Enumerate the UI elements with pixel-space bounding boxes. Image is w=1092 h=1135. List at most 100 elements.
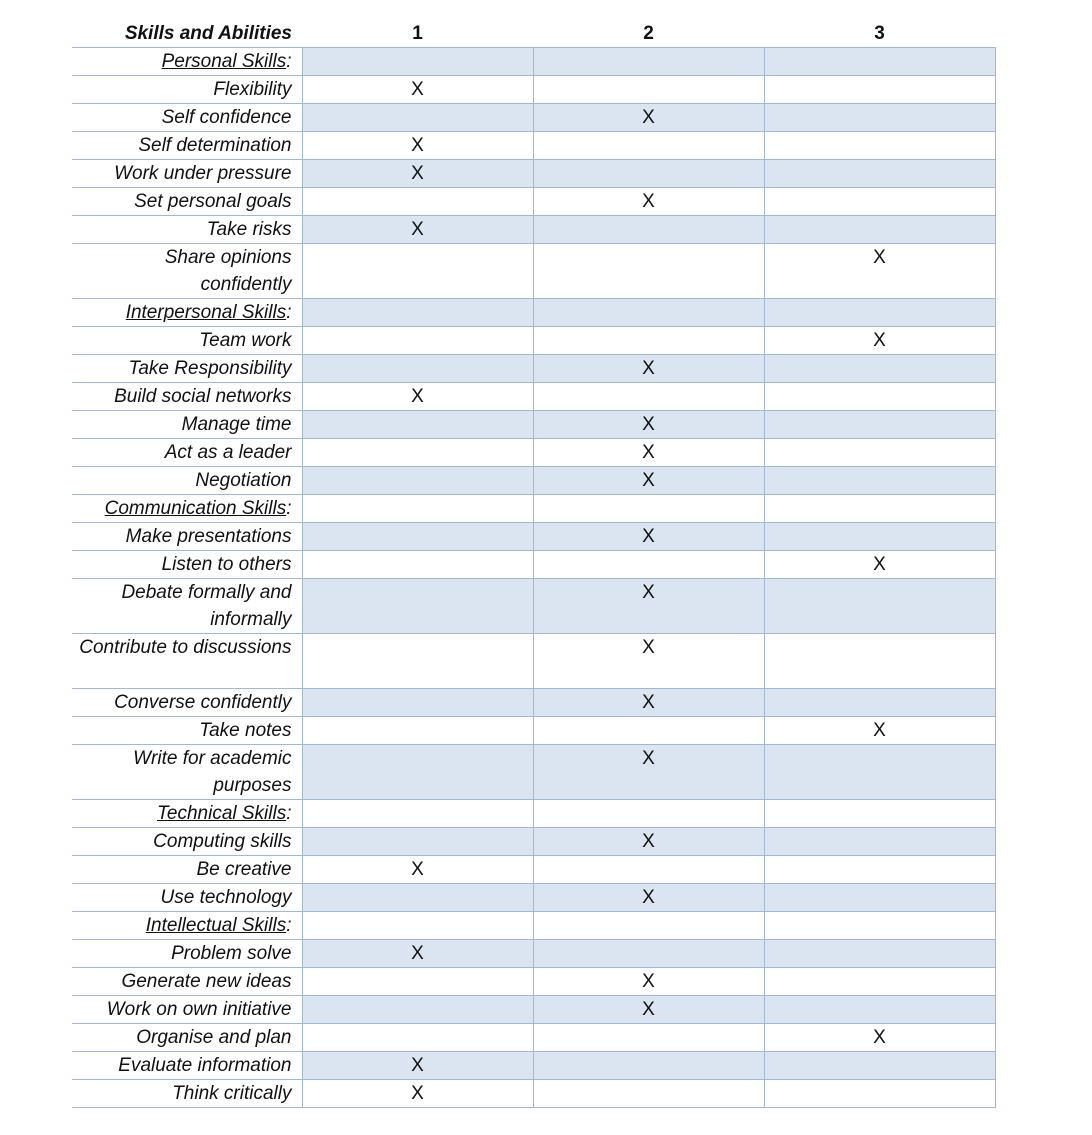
rating-cell-2: X <box>532 103 765 132</box>
rating-cell-1 <box>301 243 534 299</box>
rating-cell-2: X <box>532 827 765 856</box>
rating-cell-2: X <box>532 995 765 1024</box>
header-column-1: 1 <box>302 20 533 48</box>
rating-cell-2 <box>532 716 765 745</box>
rating-cell-2: X <box>532 522 765 551</box>
skill-label: Take risks <box>72 215 302 244</box>
rating-cell-2: X <box>532 466 765 495</box>
rating-cell-2 <box>532 855 765 884</box>
rating-cell-1 <box>301 298 534 327</box>
category-label: Technical Skills: <box>72 799 302 828</box>
category-label: Interpersonal Skills: <box>72 298 302 327</box>
header-skills-and-abilities: Skills and Abilities <box>72 20 302 48</box>
skill-label: Build social networks <box>72 382 302 411</box>
skill-label: Take Responsibility <box>72 354 302 383</box>
rating-cell-1 <box>301 827 534 856</box>
table-row: Listen to others X <box>72 550 996 579</box>
skill-label: Be creative <box>72 855 302 884</box>
skill-label: Listen to others <box>72 550 302 579</box>
rating-cell-1 <box>301 47 534 76</box>
category-label: Communication Skills: <box>72 494 302 523</box>
table-row: Team work X <box>72 326 996 355</box>
table-row: Set personal goals X <box>72 187 996 216</box>
rating-cell-1: X <box>301 382 534 411</box>
rating-cell-3 <box>763 967 996 996</box>
rating-cell-1 <box>301 550 534 579</box>
rating-cell-3: X <box>763 326 996 355</box>
skill-label: Generate new ideas <box>72 967 302 996</box>
skill-label: Problem solve <box>72 939 302 968</box>
table-row: Use technology X <box>72 883 996 912</box>
skill-label: Use technology <box>72 883 302 912</box>
rating-cell-3 <box>763 410 996 439</box>
rating-cell-3 <box>763 578 996 634</box>
rating-cell-1 <box>301 438 534 467</box>
category-row: Communication Skills: <box>72 494 996 523</box>
header-row: Skills and Abilities 1 2 3 <box>72 20 995 48</box>
rating-cell-3 <box>763 75 996 104</box>
rating-cell-2 <box>532 298 765 327</box>
rating-cell-3 <box>763 939 996 968</box>
table-row: Negotiation X <box>72 466 996 495</box>
rating-cell-2: X <box>532 967 765 996</box>
rating-cell-3 <box>763 131 996 160</box>
table-row: Make presentations X <box>72 522 996 551</box>
category-row: Interpersonal Skills: <box>72 298 996 327</box>
skill-label: Make presentations <box>72 522 302 551</box>
rating-cell-1 <box>301 578 534 634</box>
category-label: Personal Skills: <box>72 47 302 76</box>
category-colon: : <box>286 51 292 72</box>
skill-label: Self confidence <box>72 103 302 132</box>
table-row: Take Responsibility X <box>72 354 996 383</box>
rating-cell-3 <box>763 494 996 523</box>
rating-cell-1 <box>301 883 534 912</box>
skill-label: Write for academic purposes <box>72 744 302 800</box>
rating-cell-1 <box>301 522 534 551</box>
skill-label: Organise and plan <box>72 1023 302 1052</box>
rating-cell-3 <box>763 215 996 244</box>
category-colon: : <box>286 302 292 323</box>
rating-cell-2 <box>532 243 765 299</box>
rating-cell-2: X <box>532 578 765 634</box>
rating-cell-3: X <box>763 243 996 299</box>
rating-cell-2: X <box>532 410 765 439</box>
rating-cell-2 <box>532 215 765 244</box>
rating-cell-3 <box>763 744 996 800</box>
skill-label: Negotiation <box>72 466 302 495</box>
skill-label: Work under pressure <box>72 159 302 188</box>
rating-cell-2: X <box>532 354 765 383</box>
rating-cell-2 <box>532 131 765 160</box>
skill-label: Take notes <box>72 716 302 745</box>
rating-cell-1 <box>301 744 534 800</box>
rating-cell-3: X <box>763 550 996 579</box>
category-name: Personal Skills <box>161 51 287 72</box>
rating-cell-2: X <box>532 633 765 689</box>
skills-table: Skills and Abilities 1 2 3 Personal Skil… <box>72 20 996 1108</box>
table-row: Work on own initiative X <box>72 995 996 1024</box>
table-row: Act as a leader X <box>72 438 996 467</box>
rating-cell-2 <box>532 911 765 940</box>
category-row: Intellectual Skills: <box>72 911 996 940</box>
category-label: Intellectual Skills: <box>72 911 302 940</box>
table-row: Contribute to discussions X <box>72 633 996 689</box>
table-row: Manage time X <box>72 410 996 439</box>
skill-label: Manage time <box>72 410 302 439</box>
rating-cell-3 <box>763 827 996 856</box>
rating-cell-2 <box>532 326 765 355</box>
table-row: Flexibility X <box>72 75 996 104</box>
rating-cell-3 <box>763 995 996 1024</box>
skill-label: Converse confidently <box>72 688 302 717</box>
rating-cell-1: X <box>301 215 534 244</box>
rating-cell-3 <box>763 1079 996 1108</box>
rating-cell-1: X <box>301 159 534 188</box>
rating-cell-2: X <box>532 883 765 912</box>
rating-cell-1: X <box>301 855 534 884</box>
rating-cell-3 <box>763 799 996 828</box>
table-row: Write for academic purposes X <box>72 744 996 800</box>
rating-cell-3: X <box>763 716 996 745</box>
rating-cell-2: X <box>532 688 765 717</box>
rating-cell-1 <box>301 688 534 717</box>
rating-cell-1: X <box>301 131 534 160</box>
rating-cell-1 <box>301 326 534 355</box>
table-row: Self confidence X <box>72 103 996 132</box>
